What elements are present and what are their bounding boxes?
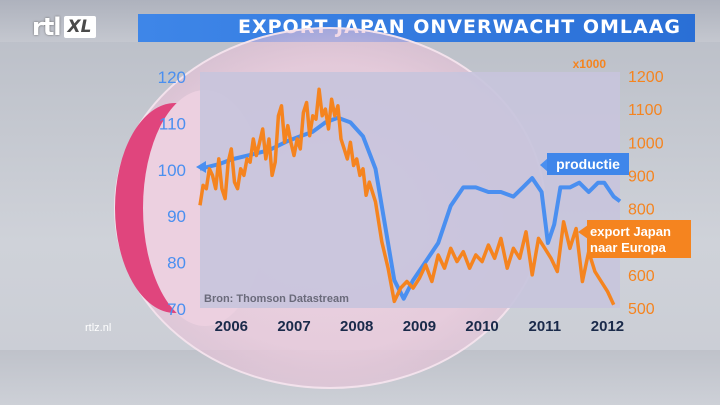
legend-export-line: export Japan — [590, 224, 671, 239]
legend-productie-label: productie — [556, 156, 620, 172]
legend-export-box — [587, 220, 691, 258]
x-tick-label: 2012 — [591, 318, 624, 335]
plot-area — [200, 72, 620, 308]
x-tick-label: 2007 — [277, 318, 310, 335]
left-tick-label: 110 — [159, 114, 186, 133]
x-tick-label: 2006 — [215, 318, 248, 335]
x-tick-label: 2008 — [340, 318, 373, 335]
x-axis: 2006 2007 2008 2009 2010 2011 2012 — [215, 318, 624, 335]
logo-badge: XL — [63, 16, 96, 38]
left-tick-label: 120 — [158, 68, 186, 87]
right-tick-label: 1000 — [628, 135, 664, 152]
site-watermark: rtlz.nl — [85, 322, 112, 334]
legend-productie-pointer — [540, 158, 548, 172]
channel-logo: rtl XL — [32, 13, 96, 41]
left-tick-label: 80 — [167, 254, 186, 273]
legend-export-line: naar Europa — [590, 240, 667, 255]
productie-start-marker — [196, 161, 206, 173]
legend-export-pointer — [578, 225, 588, 239]
x-tick-label: 2011 — [529, 318, 562, 335]
left-axis: 120 110 100 90 80 70 — [158, 68, 186, 319]
series-line-export — [198, 87, 616, 306]
legend-productie: productie — [540, 153, 629, 175]
source-label: Bron: Thomson Datastream — [204, 293, 349, 305]
right-tick-label: 500 — [628, 301, 655, 318]
left-tick-label: 70 — [167, 300, 186, 319]
legend-export-label: export Japan naar Europa — [590, 224, 671, 255]
x-tick-label: 2010 — [465, 318, 498, 335]
left-tick-label: 100 — [158, 161, 186, 180]
legend-productie-box — [547, 153, 629, 175]
right-tick-label: 1200 — [628, 69, 664, 86]
left-tick-label: 90 — [167, 207, 186, 226]
right-tick-label: 800 — [628, 202, 655, 219]
legend-export: export Japan naar Europa — [578, 220, 691, 258]
right-axis-unit: x1000 — [573, 57, 607, 71]
right-axis: 120011001000900800700600500 — [628, 69, 664, 318]
logo-text: rtl — [32, 13, 62, 41]
right-tick-label: 1100 — [628, 102, 663, 119]
x-tick-label: 2009 — [403, 318, 436, 335]
right-tick-label: 600 — [628, 268, 655, 285]
right-tick-label: 900 — [628, 168, 655, 185]
